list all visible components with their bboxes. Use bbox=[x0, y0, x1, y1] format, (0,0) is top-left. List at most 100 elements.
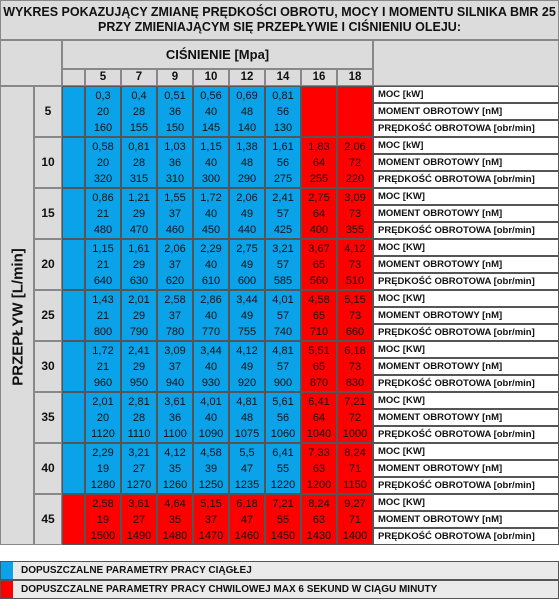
cell-value: 27 bbox=[132, 463, 146, 475]
cell-value: 150 bbox=[165, 122, 185, 134]
cell-value: 4,81 bbox=[272, 345, 294, 357]
value-cell: 9,27 71 1400 bbox=[337, 494, 373, 545]
cell-value: 28 bbox=[132, 412, 146, 424]
row-label: MOMENT OBROTOWY [nM] bbox=[373, 205, 559, 222]
cell-value: 6,18 bbox=[344, 345, 366, 357]
cell-value: 0,51 bbox=[164, 90, 186, 102]
value-cell: 2,06 37 620 bbox=[157, 239, 193, 290]
cell-value: 1,55 bbox=[164, 192, 186, 204]
value-cell: 0,81 56 130 bbox=[265, 86, 301, 137]
row-label: MOC [KW] bbox=[373, 188, 559, 205]
cell-value: 2,75 bbox=[236, 243, 258, 255]
cell-value: 20 bbox=[96, 157, 110, 169]
value-cell: 1,15 21 640 bbox=[85, 239, 121, 290]
cell-value: 1460 bbox=[234, 530, 260, 542]
cell-value: 2,06 bbox=[344, 141, 366, 153]
cell-value: 1100 bbox=[163, 428, 187, 440]
row-labels: MOC [KW] MOMENT OBROTOWY [nM] PRĘDKOŚĆ OBR… bbox=[373, 341, 559, 392]
cell-value: 1,61 bbox=[272, 141, 294, 153]
value-cell: 0,51 36 150 bbox=[157, 86, 193, 137]
value-cell: 4,58 65 710 bbox=[301, 290, 337, 341]
cell-value: 1150 bbox=[343, 479, 367, 491]
row-label: MOMENT OBROTOWY [nM] bbox=[373, 103, 559, 120]
cell-value: 770 bbox=[201, 326, 221, 338]
pressure-value: 14 bbox=[265, 69, 301, 86]
cell-value: 40 bbox=[204, 208, 218, 220]
cell-value: 36 bbox=[168, 106, 182, 118]
cell-value: 4,58 bbox=[308, 294, 330, 306]
flow-row: 15 0,86 21 480 1,21 29 470 1,55 37 460 1,72 40 450 2,… bbox=[34, 188, 559, 239]
cell-value: 145 bbox=[201, 122, 221, 134]
cell-value: 780 bbox=[165, 326, 185, 338]
cell-value: 0,3 bbox=[95, 90, 111, 102]
cell-value: 21 bbox=[96, 208, 110, 220]
cell-value: 960 bbox=[93, 377, 113, 389]
cell-value: 300 bbox=[201, 173, 221, 185]
cell-value: 7,21 bbox=[272, 498, 294, 510]
cell-value: 40 bbox=[204, 412, 218, 424]
cell-value: 830 bbox=[345, 377, 365, 389]
cell-value: 1450 bbox=[270, 530, 296, 542]
row-labels: MOC [KW] MOMENT OBROTOWY [nM] PRĘDKOŚĆ OBR… bbox=[373, 188, 559, 239]
cell-value: 320 bbox=[93, 173, 113, 185]
chart-title: WYKRES POKAZUJĄCY ZMIANĘ PRĘDKOŚCI OBROT… bbox=[0, 0, 559, 40]
cell-value: 1500 bbox=[90, 530, 116, 542]
value-cell: 0,56 40 145 bbox=[193, 86, 229, 137]
cell-value: 1490 bbox=[126, 530, 152, 542]
value-cell: 6,18 47 1460 bbox=[229, 494, 265, 545]
cell-value: 4,12 bbox=[344, 243, 366, 255]
cell-value: 255 bbox=[309, 173, 329, 185]
value-cell: 0,58 20 320 bbox=[85, 137, 121, 188]
cell-value: 64 bbox=[312, 157, 326, 169]
row-label: PRĘDKOŚĆ OBROTOWA [obr/min] bbox=[373, 222, 559, 239]
legend-continuous-text: DOPUSZCZALNE PARAMETRY PRACY CIĄGŁEJ bbox=[21, 565, 252, 576]
cell-value: 1040 bbox=[306, 428, 332, 440]
cell-value: 4,01 bbox=[272, 294, 294, 306]
pressure-value: 5 bbox=[85, 69, 121, 86]
cell-value: 49 bbox=[240, 310, 254, 322]
cell-value: 425 bbox=[273, 224, 293, 236]
cell-value: 56 bbox=[276, 157, 290, 169]
spacer-cell bbox=[62, 290, 85, 341]
value-cell: 4,01 40 1090 bbox=[193, 392, 229, 443]
value-cell: 1,61 56 275 bbox=[265, 137, 301, 188]
value-cell: 1,83 64 255 bbox=[301, 137, 337, 188]
cell-value: 6,41 bbox=[308, 396, 330, 408]
cell-value: 1,83 bbox=[308, 141, 330, 153]
value-cell: 3,09 73 355 bbox=[337, 188, 373, 239]
row-label: PRĘDKOŚĆ OBROTOWA [obr/min] bbox=[373, 324, 559, 341]
cell-value: 1,72 bbox=[200, 192, 222, 204]
flow-row: 30 1,72 21 960 2,41 29 950 3,09 37 940 3,44 40 930 4,… bbox=[34, 341, 559, 392]
cell-value: 21 bbox=[96, 361, 110, 373]
pressure-value: 16 bbox=[301, 69, 337, 86]
cell-value: 29 bbox=[132, 310, 146, 322]
value-cell: 2,75 64 400 bbox=[301, 188, 337, 239]
cell-value: 40 bbox=[204, 106, 218, 118]
flow-axis: PRZEPŁYW [L/min] bbox=[0, 86, 34, 545]
cell-value: 63 bbox=[312, 514, 326, 526]
legend-continuous: DOPUSZCZALNE PARAMETRY PRACY CIĄGŁEJ bbox=[0, 561, 559, 580]
cell-value: 56 bbox=[276, 106, 290, 118]
cell-value: 27 bbox=[132, 514, 146, 526]
cell-value: 6,41 bbox=[272, 447, 294, 459]
spacer-cell bbox=[62, 443, 85, 494]
pressure-value: 18 bbox=[337, 69, 373, 86]
cell-value: 2,01 bbox=[128, 294, 150, 306]
legend: DOPUSZCZALNE PARAMETRY PRACY CIĄGŁEJ DOP… bbox=[0, 561, 559, 600]
cell-value: 55 bbox=[276, 463, 290, 475]
value-cell: 0,4 28 155 bbox=[121, 86, 157, 137]
row-label: MOC [KW] bbox=[373, 392, 559, 409]
value-cell: 4,12 35 1260 bbox=[157, 443, 193, 494]
cell-value: 1075 bbox=[234, 428, 260, 440]
flow-row: 10 0,58 20 320 0,81 28 315 1,03 36 310 1,15 40 300 1,… bbox=[34, 137, 559, 188]
cell-value: 40 bbox=[204, 361, 218, 373]
title-line-1: WYKRES POKAZUJĄCY ZMIANĘ PRĘDKOŚCI OBROT… bbox=[3, 5, 556, 19]
cell-value: 1,61 bbox=[128, 243, 150, 255]
flow-row: 35 2,01 20 1120 2,81 28 1110 3,61 36 1100 4,01 40 10… bbox=[34, 392, 559, 443]
row-labels: MOC [kW] MOMENT OBROTOWY [nM] PRĘDKOŚĆ OBR… bbox=[373, 86, 559, 137]
value-cell: 4,12 73 510 bbox=[337, 239, 373, 290]
value-cell: 2,06 72 220 bbox=[337, 137, 373, 188]
cell-value: 9,27 bbox=[344, 498, 366, 510]
value-cell: 3,44 40 930 bbox=[193, 341, 229, 392]
value-cell: 1,72 21 960 bbox=[85, 341, 121, 392]
